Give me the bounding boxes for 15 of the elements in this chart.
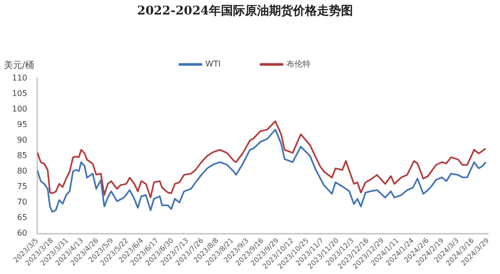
y-tick-label: 85 xyxy=(17,151,28,160)
y-tick-label: 95 xyxy=(17,120,28,130)
y-tick-label: 105 xyxy=(12,88,28,98)
y-tick-label: 80 xyxy=(17,166,28,176)
y-tick-label: 90 xyxy=(17,136,28,145)
y-tick-label: 110 xyxy=(12,73,28,82)
y-axis-title: 美元/桶 xyxy=(4,60,34,72)
y-tick-label: 70 xyxy=(17,198,28,207)
y-tick-label: 65 xyxy=(17,213,28,222)
y-tick-label: 60 xyxy=(17,228,28,238)
legend-label: WTI xyxy=(205,59,221,68)
legend-label: 布伦特 xyxy=(286,59,311,68)
chart-title: 2022-2024年国际原油期货价格走势图 xyxy=(137,3,353,18)
y-tick-label: 75 xyxy=(17,182,28,192)
y-tick-label: 100 xyxy=(12,104,28,114)
